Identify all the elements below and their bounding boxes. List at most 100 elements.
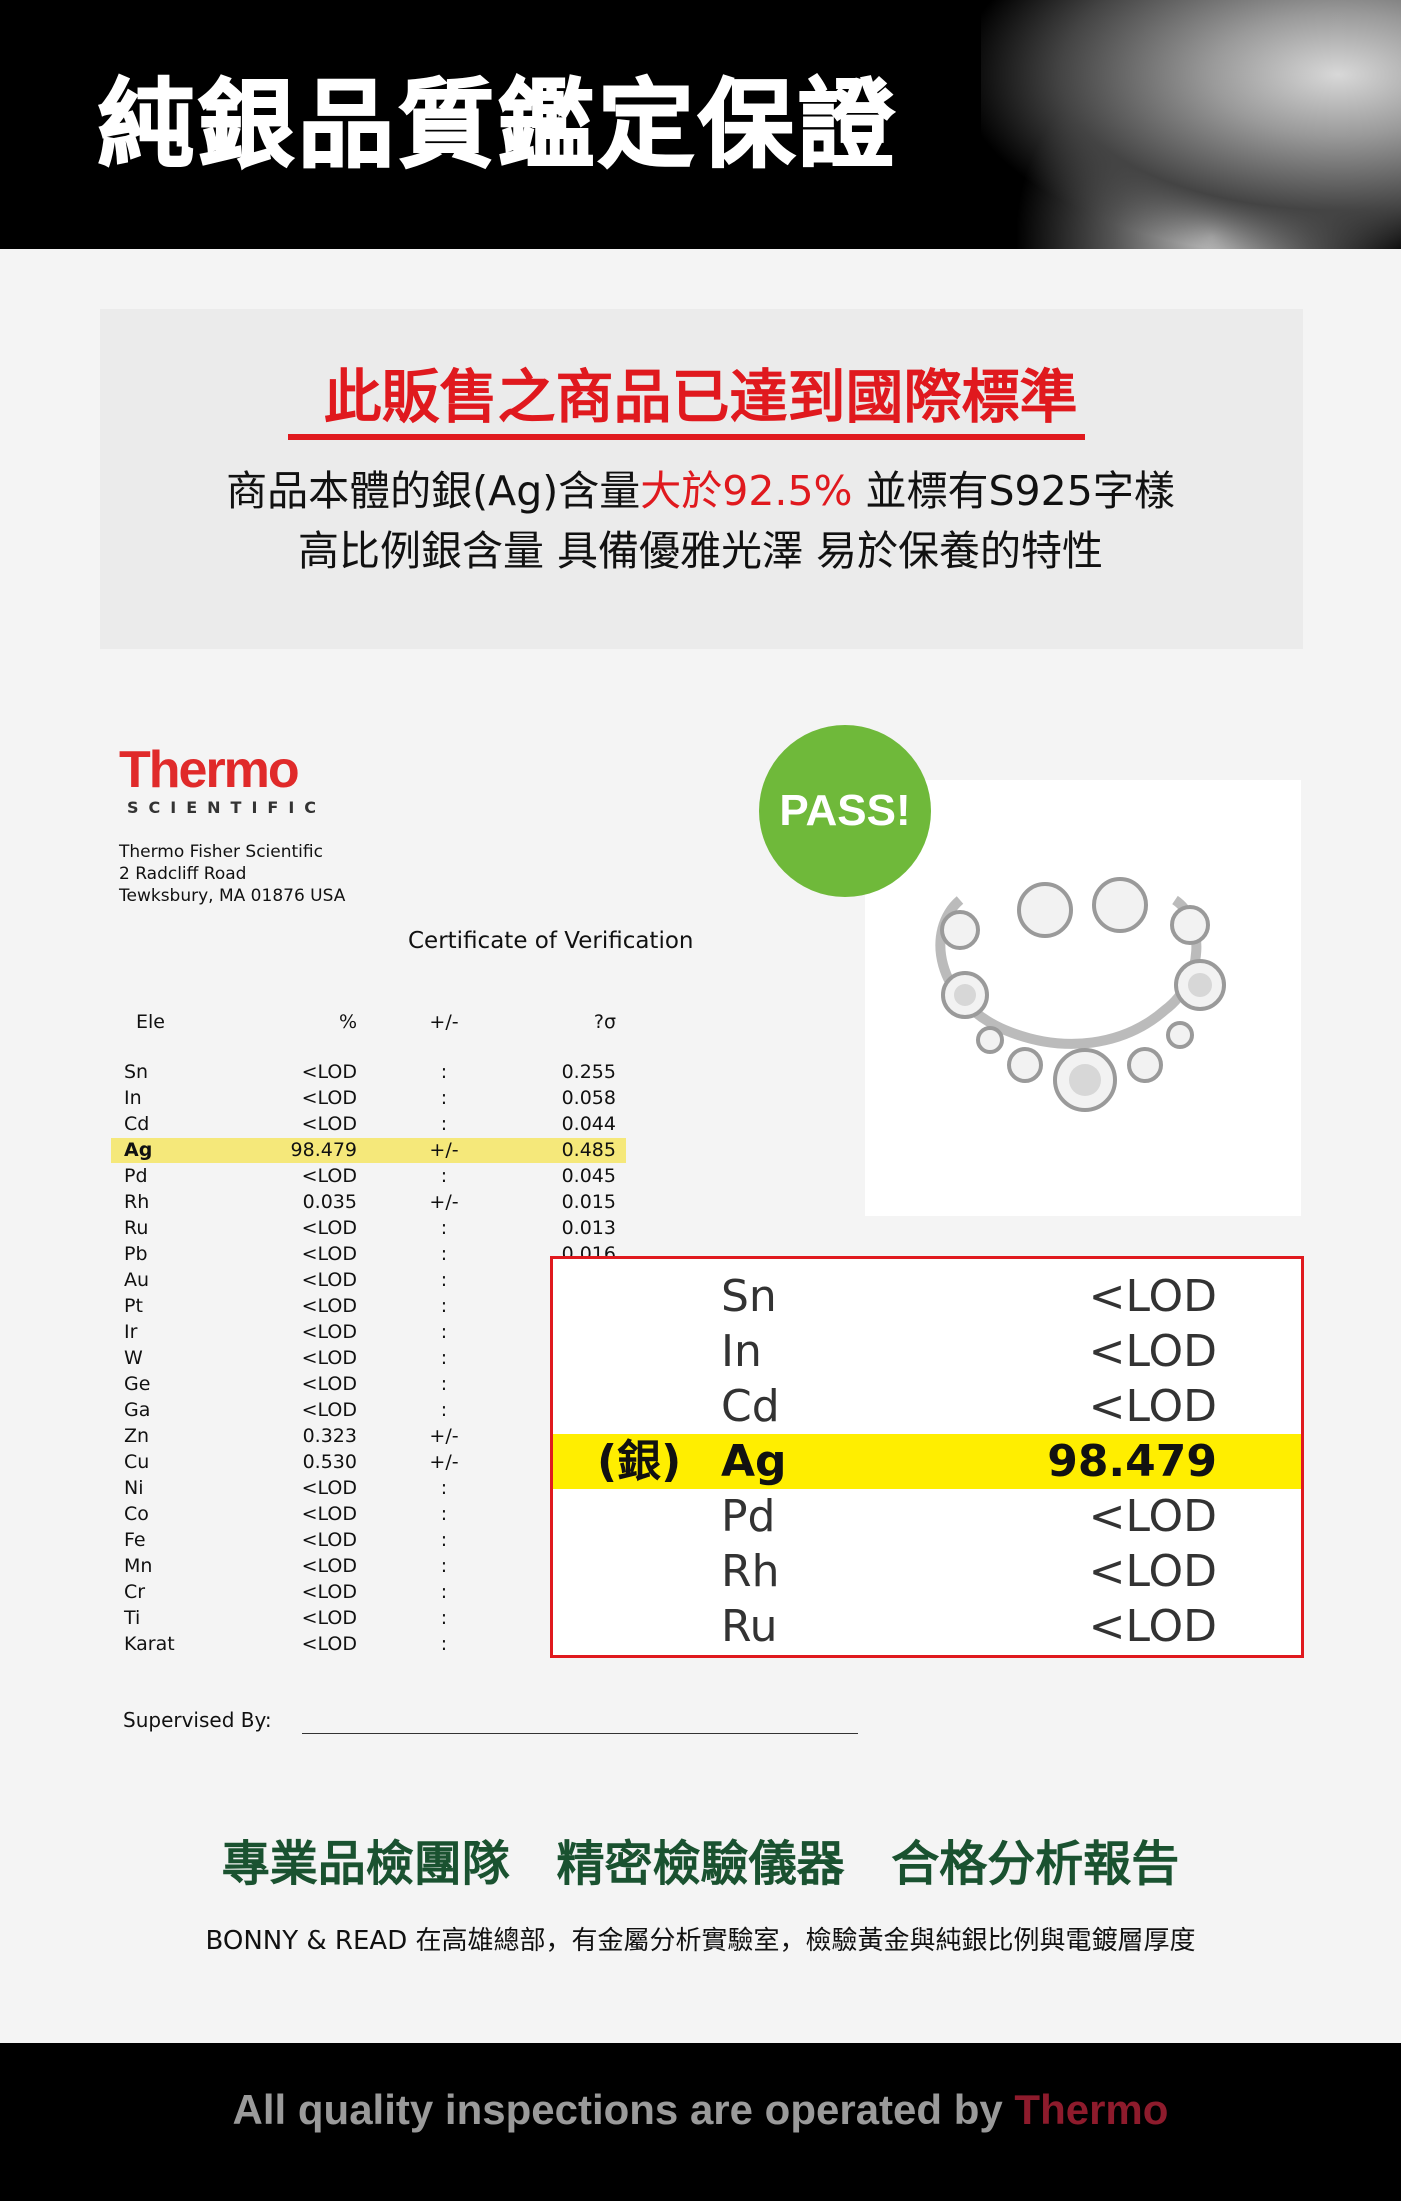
features-heading: 專業品檢團隊 精密檢驗儀器 合格分析報告 [221, 1836, 1180, 1892]
element-cell: Pt [124, 1295, 143, 1317]
footer-brand: Thermo [1014, 2086, 1169, 2133]
value-cell: +/- [429, 1191, 459, 1213]
element-cell: Ti [124, 1607, 141, 1629]
logo-brand: Thermo [119, 741, 300, 799]
value-cell: : [440, 1295, 448, 1317]
value-cell: : [440, 1321, 448, 1343]
value-cell: : [440, 1529, 448, 1551]
value-cell: <LOD [301, 1581, 357, 1603]
column-header: % [338, 1011, 357, 1033]
zoom-value: <LOD [1088, 1546, 1217, 1597]
silver-label: (銀) [597, 1436, 682, 1487]
value-cell: 0.015 [561, 1191, 616, 1213]
element-cell: Pd [124, 1165, 148, 1187]
element-cell: Ru [124, 1217, 149, 1239]
value-cell: <LOD [301, 1399, 357, 1421]
notice-line-2: 高比例銀含量 具備優雅光澤 易於保養的特性 [297, 527, 1104, 575]
element-cell: Pb [124, 1243, 148, 1265]
zoom-element: In [721, 1326, 762, 1377]
value-cell: <LOD [301, 1633, 357, 1655]
element-cell: Cr [124, 1581, 146, 1603]
column-header: +/- [429, 1011, 459, 1033]
element-cell: Karat [124, 1633, 175, 1655]
zoom-row: Rh <LOD [553, 1544, 1301, 1599]
value-cell: <LOD [301, 1529, 357, 1551]
value-cell: : [440, 1633, 448, 1655]
thermo-logo: Thermo SCIENTIFIC [119, 744, 320, 818]
value-cell: 0.045 [561, 1165, 616, 1187]
element-cell: Mn [124, 1555, 153, 1577]
value-cell: : [440, 1373, 448, 1395]
zoom-value: <LOD [1088, 1601, 1217, 1652]
value-cell: : [440, 1607, 448, 1629]
element-cell: Cd [124, 1113, 150, 1135]
value-cell: <LOD [301, 1347, 357, 1369]
value-cell: 0.044 [561, 1113, 616, 1135]
element-cell: Fe [124, 1529, 146, 1551]
zoom-value: <LOD [1088, 1381, 1217, 1432]
value-cell: <LOD [301, 1113, 357, 1135]
value-cell: : [440, 1269, 448, 1291]
value-cell: <LOD [301, 1477, 357, 1499]
element-cell: Ga [124, 1399, 151, 1421]
value-cell: 0.323 [302, 1425, 357, 1447]
value-cell: <LOD [301, 1321, 357, 1343]
zoom-element: Cd [721, 1381, 780, 1432]
value-cell: 0.013 [561, 1217, 616, 1239]
notice-title: 此販售之商品已達到國際標準 [323, 363, 1078, 431]
element-cell: Zn [124, 1425, 150, 1447]
element-cell: Ni [124, 1477, 144, 1499]
value-cell: : [440, 1555, 448, 1577]
supervised-label: Supervised By: [123, 1708, 272, 1732]
element-cell: Ir [124, 1321, 138, 1343]
footer-text: All quality inspections are operated by … [0, 2086, 1401, 2134]
zoom-value: 98.479 [1047, 1436, 1217, 1487]
element-cell: Co [124, 1503, 149, 1525]
value-cell: <LOD [301, 1295, 357, 1317]
line1-text: 商品本體的銀(Ag)含量 [226, 467, 641, 515]
pass-badge: PASS! [759, 725, 931, 897]
zoom-value: <LOD [1088, 1326, 1217, 1377]
value-cell: : [440, 1503, 448, 1525]
notice-line-1: 商品本體的銀(Ag)含量大於92.5% 並標有S925字樣 [0, 466, 1401, 516]
value-cell: <LOD [301, 1373, 357, 1395]
zoom-element: Ru [721, 1601, 778, 1652]
value-cell: : [440, 1399, 448, 1421]
value-cell: 0.035 [302, 1191, 357, 1213]
value-cell: 0.058 [561, 1087, 616, 1109]
address-line: Tewksbury, MA 01876 USA [119, 886, 346, 906]
ring-photo [865, 780, 1301, 1216]
zoom-row: (銀) Ag 98.479 [553, 1434, 1301, 1489]
value-cell: <LOD [301, 1217, 357, 1239]
value-cell: +/- [429, 1139, 459, 1161]
element-cell: Cu [124, 1451, 150, 1473]
page-title: 純銀品質鑑定保證 [97, 69, 898, 181]
zoom-element: Ag [721, 1436, 787, 1487]
zoom-element: Rh [721, 1546, 780, 1597]
features-subtext: BONNY & READ 在高雄總部，有金屬分析實驗室，檢驗黃金與純銀比例與電鍍… [205, 1926, 1196, 1956]
value-cell: <LOD [301, 1243, 357, 1265]
footer-banner [0, 2043, 1401, 2201]
value-cell: <LOD [301, 1503, 357, 1525]
zoom-element: Pd [721, 1491, 776, 1542]
column-header: ?σ [593, 1011, 616, 1033]
value-cell: <LOD [301, 1269, 357, 1291]
zoom-element: Sn [721, 1271, 777, 1322]
element-cell: Ag [124, 1139, 153, 1161]
value-cell: <LOD [301, 1087, 357, 1109]
zoom-row: In <LOD [553, 1324, 1301, 1379]
value-cell: : [440, 1243, 448, 1265]
value-cell: : [440, 1165, 448, 1187]
logo-sub: SCIENTIFIC [127, 798, 327, 817]
value-cell: 98.479 [290, 1139, 357, 1161]
value-cell: 0.255 [561, 1061, 616, 1083]
value-cell: : [440, 1217, 448, 1239]
value-cell: : [440, 1347, 448, 1369]
value-cell: +/- [429, 1451, 459, 1473]
value-cell: : [440, 1087, 448, 1109]
value-cell: : [440, 1113, 448, 1135]
value-cell: : [440, 1477, 448, 1499]
notice-panel [100, 309, 1303, 649]
value-cell: <LOD [301, 1165, 357, 1187]
value-cell: : [440, 1581, 448, 1603]
